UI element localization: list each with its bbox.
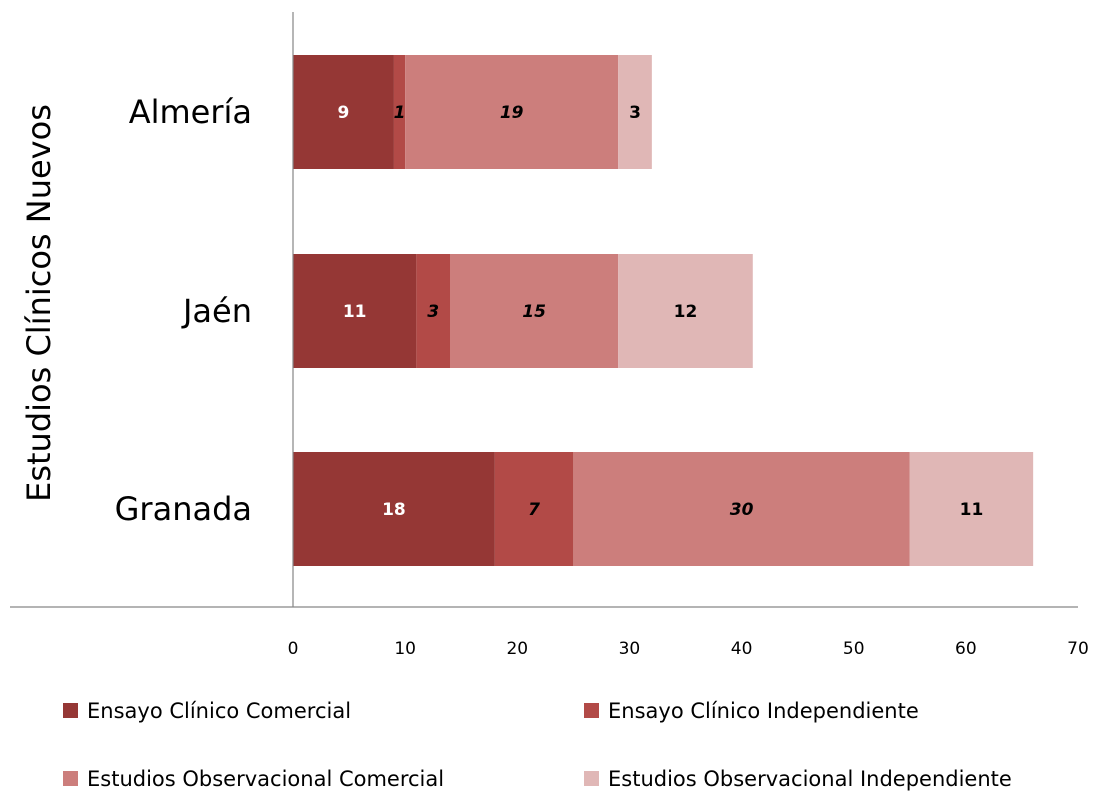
bar-segment-2-jaén [416, 254, 450, 368]
category-label-jaén: Jaén [181, 292, 252, 330]
data-label-4-granada: 11 [960, 500, 984, 520]
category-label-almería: Almería [129, 93, 252, 131]
bar-segment-4-almería [618, 55, 652, 169]
bar-segment-1-jaén [293, 254, 417, 368]
category-label-granada: Granada [115, 490, 252, 528]
x-tick-label: 60 [955, 639, 977, 659]
data-label-3-granada: 30 [730, 500, 754, 520]
data-label-2-jaén: 3 [427, 302, 439, 322]
data-label-3-almería: 19 [500, 103, 524, 123]
group-axis-title: Estudios Clínicos Nuevos [20, 104, 58, 502]
data-label-1-almería: 9 [338, 103, 350, 123]
x-tick-label: 40 [731, 639, 753, 659]
legend: Ensayo Clínico Comercial Ensayo Clínico I… [63, 699, 1012, 791]
value-labels-layer: 18 7 30 11 11 3 15 12 9 1 19 3 [338, 103, 984, 520]
x-tick-labels: 0 10 20 30 40 50 60 70 [288, 639, 1089, 659]
x-tick-label: 50 [843, 639, 865, 659]
legend-label-2: Ensayo Clínico Independiente [608, 699, 919, 723]
data-label-4-almería: 3 [629, 103, 641, 123]
data-label-1-granada: 18 [382, 500, 406, 520]
bar-segment-3-granada [573, 452, 910, 566]
bar-segment-1-granada [293, 452, 495, 566]
x-tick-label: 70 [1067, 639, 1089, 659]
bars-layer [293, 55, 1034, 566]
bar-segment-3-jaén [450, 254, 619, 368]
data-label-2-granada: 7 [528, 500, 540, 520]
category-labels: Granada Jaén Almería [115, 93, 252, 528]
x-tick-label: 20 [506, 639, 528, 659]
legend-label-3: Estudios Observacional Comercial [87, 767, 444, 791]
data-label-4-jaén: 12 [674, 302, 698, 322]
legend-swatch-3 [63, 771, 78, 786]
legend-swatch-1 [63, 703, 78, 718]
data-label-2-almería: 1 [394, 103, 406, 123]
x-tick-label: 0 [288, 639, 299, 659]
bar-segment-2-granada [494, 452, 574, 566]
legend-swatch-4 [584, 771, 599, 786]
x-tick-label: 30 [619, 639, 641, 659]
legend-label-1: Ensayo Clínico Comercial [87, 699, 351, 723]
bar-segment-4-granada [909, 452, 1034, 566]
legend-label-4: Estudios Observacional Independiente [608, 767, 1012, 791]
bar-segment-3-almería [405, 55, 619, 169]
legend-swatch-2 [584, 703, 599, 718]
bar-segment-1-almería [293, 55, 394, 169]
bar-segment-4-jaén [618, 254, 753, 368]
bar-segment-2-almería [393, 55, 406, 169]
data-label-1-jaén: 11 [343, 302, 367, 322]
data-label-3-jaén: 15 [522, 302, 546, 322]
x-tick-label: 10 [394, 639, 416, 659]
